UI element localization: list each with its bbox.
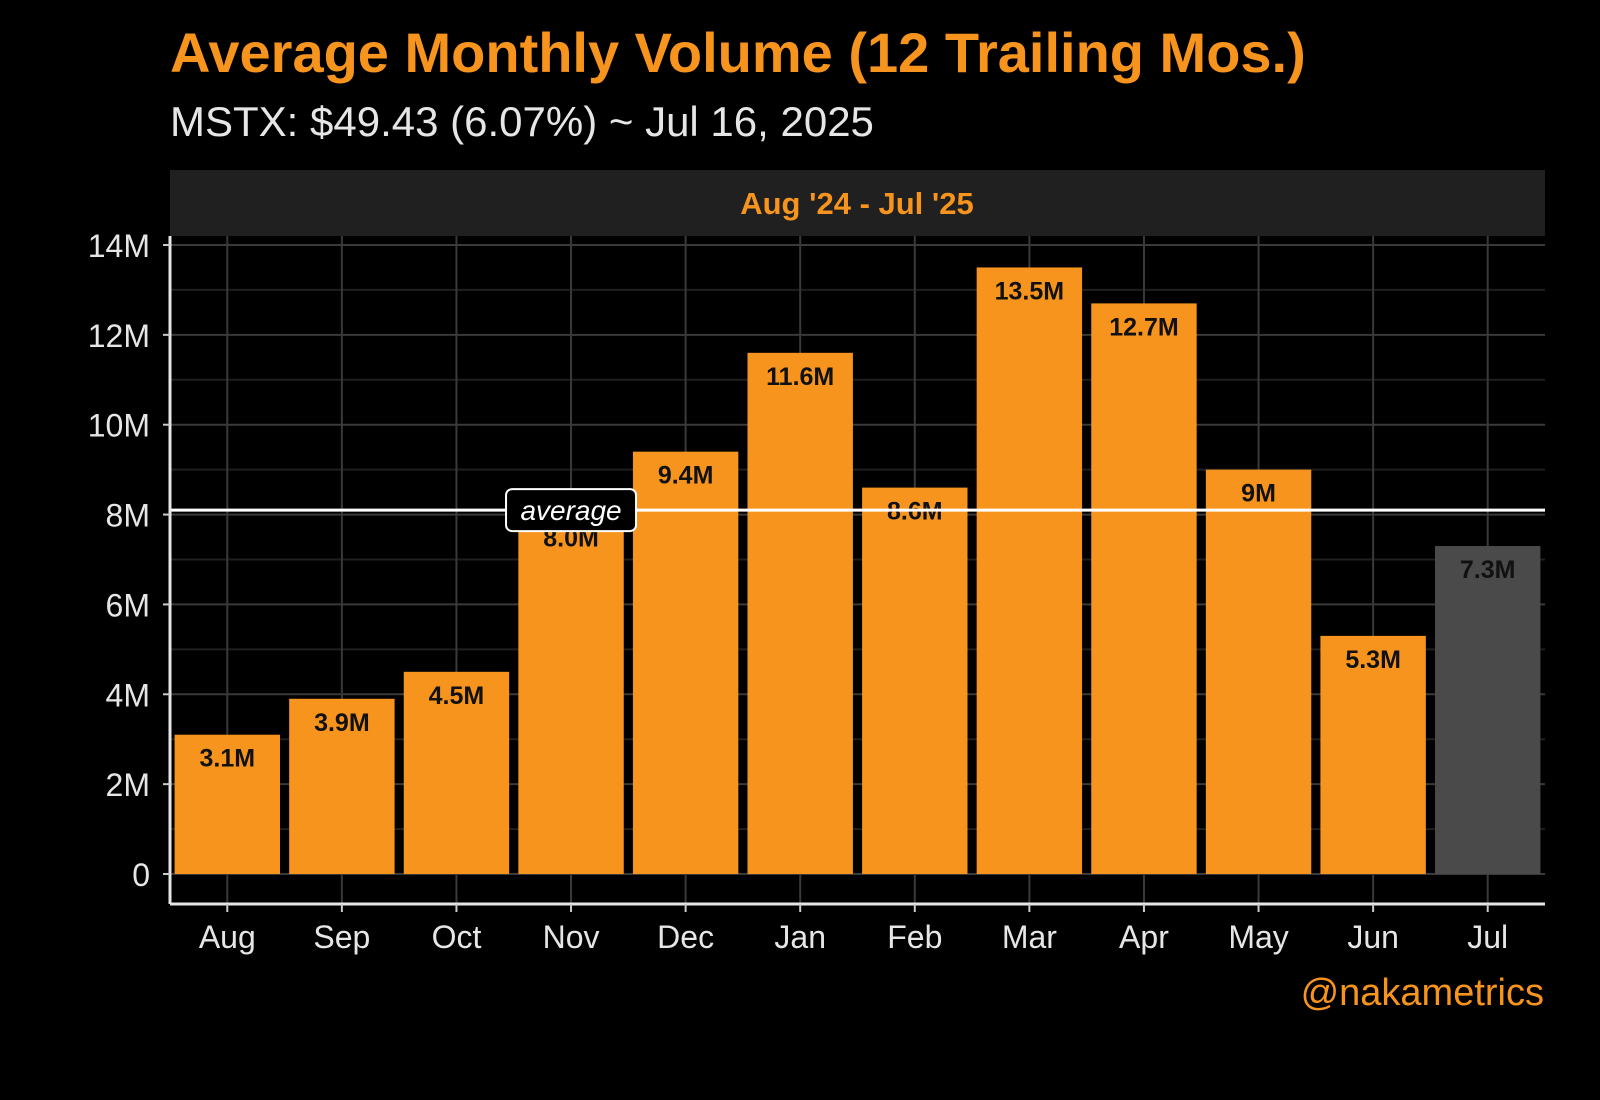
bar-may <box>1205 469 1312 874</box>
x-tick-label: Jan <box>774 919 826 955</box>
bar-jan <box>747 352 853 874</box>
bar-nov <box>518 514 624 874</box>
y-tick-label: 10M <box>88 408 150 444</box>
y-tick-label: 0 <box>132 857 150 893</box>
value-labels: 3.1M3.9M4.5M8.0M9.4M11.6M8.6M13.5M12.7M9… <box>199 277 1515 772</box>
chart-title: Average Monthly Volume (12 Trailing Mos.… <box>170 21 1306 84</box>
x-tick-label: Nov <box>543 919 600 955</box>
bars <box>174 267 1541 875</box>
x-tick-labels: Aug Sep Oct Nov Dec Jan Feb Mar Apr May Jun Jul <box>199 904 1508 955</box>
bar-value-label: 3.1M <box>199 745 255 773</box>
average-label-box <box>505 488 638 533</box>
x-tick-label: Sep <box>313 919 370 955</box>
y-tick-label: 6M <box>106 587 150 623</box>
bar-aug <box>174 734 280 874</box>
bar-apr <box>1091 303 1197 874</box>
bar-mar <box>976 267 1083 875</box>
bar-value-label: 7.3M <box>1460 556 1516 584</box>
panel-label: Aug '24 - Jul '25 <box>740 186 974 221</box>
bar-jul <box>1435 546 1541 874</box>
bar-value-label: 9.4M <box>658 462 714 490</box>
bar-value-label: 4.5M <box>429 682 485 710</box>
y-tick-label: 2M <box>106 767 150 803</box>
credit-label: @nakametrics <box>1300 972 1544 1014</box>
average-line-group: average <box>170 488 1545 533</box>
x-tick-label: Dec <box>657 919 714 955</box>
bar-value-label: 3.9M <box>314 709 370 737</box>
y-tick-labels: 0 2M 4M 6M 8M 10M 12M 14M <box>88 228 170 893</box>
x-tick-label: Jul <box>1467 919 1508 955</box>
x-tick-label: Jun <box>1347 919 1399 955</box>
bar-value-label: 13.5M <box>995 277 1064 305</box>
x-tick-label: Feb <box>887 919 942 955</box>
bar-value-label: 11.6M <box>766 363 834 391</box>
bar-sep <box>289 698 395 874</box>
x-tick-label: Oct <box>432 919 482 955</box>
bar-dec <box>632 451 739 874</box>
x-tick-label: May <box>1228 919 1288 955</box>
bar-jun <box>1320 635 1426 874</box>
bar-feb <box>862 487 968 874</box>
y-tick-label: 4M <box>106 677 150 713</box>
chart-subtitle: MSTX: $49.43 (6.07%) ~ Jul 16, 2025 <box>170 98 874 145</box>
x-tick-label: Apr <box>1119 919 1169 955</box>
average-label: average <box>520 495 621 526</box>
x-tick-label: Mar <box>1002 919 1057 955</box>
bar-value-label: 12.7M <box>1109 313 1178 341</box>
panel-header <box>170 170 1545 236</box>
x-tick-label: Aug <box>199 919 256 955</box>
y-tick-label: 12M <box>88 318 150 354</box>
y-tick-label: 14M <box>88 228 150 264</box>
bar-oct <box>403 671 510 874</box>
y-tick-label: 8M <box>106 498 150 534</box>
bar-value-label: 8.6M <box>887 498 943 526</box>
gridlines <box>170 236 1545 904</box>
axes <box>168 236 1545 906</box>
bar-value-label: 9M <box>1241 480 1276 508</box>
bar-value-label: 5.3M <box>1345 646 1401 674</box>
